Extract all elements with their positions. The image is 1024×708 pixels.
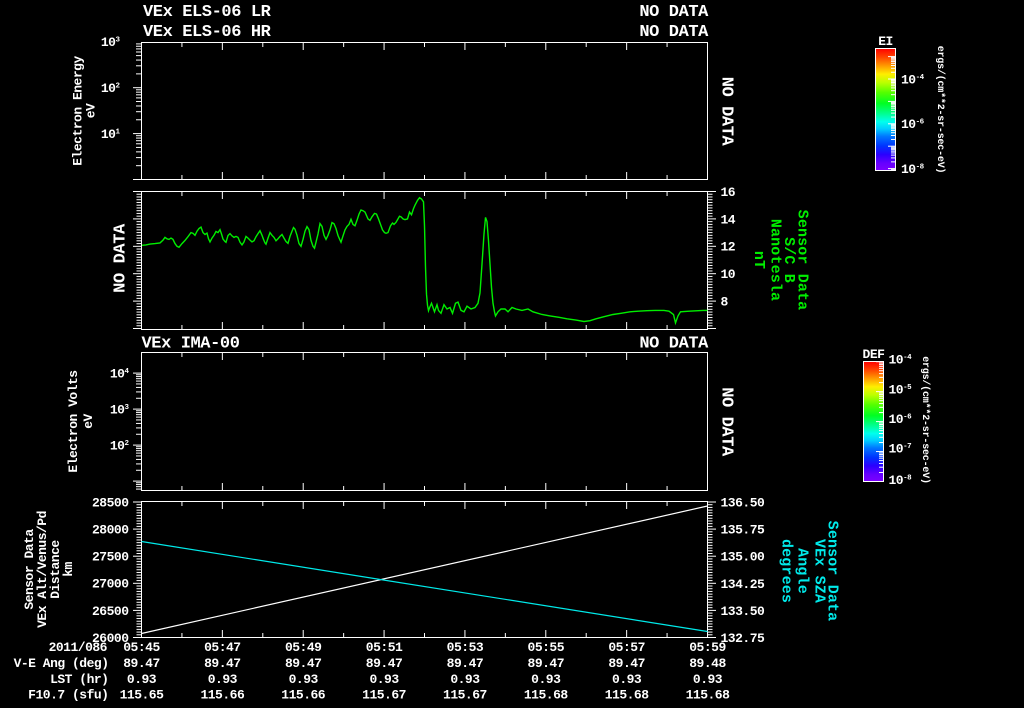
svg-text:NO DATA: NO DATA [639,3,709,22]
svg-text:89.47: 89.47 [123,656,160,671]
svg-text:12: 12 [721,240,736,255]
svg-text:Distance: Distance [48,540,63,599]
svg-text:NO DATA: NO DATA [717,77,736,147]
svg-text:V-E Ang (deg): V-E Ang (deg) [14,656,109,671]
svg-text:0.93: 0.93 [208,672,238,687]
svg-text:VEx ELS-06 HR: VEx ELS-06 HR [143,23,272,42]
svg-text:DEF: DEF [863,347,886,362]
svg-text:F10.7 (sfu): F10.7 (sfu) [28,688,108,703]
svg-text:nT: nT [750,251,767,269]
svg-text:115.68: 115.68 [605,688,650,703]
svg-text:0.93: 0.93 [127,672,157,687]
svg-text:135.00: 135.00 [721,550,766,565]
svg-text:10: 10 [721,267,736,282]
svg-text:05:55: 05:55 [528,640,565,655]
svg-text:NO DATA: NO DATA [639,335,709,354]
svg-text:0.93: 0.93 [693,672,723,687]
svg-text:89.48: 89.48 [689,656,726,671]
svg-text:27000: 27000 [92,577,129,592]
svg-text:8: 8 [721,295,729,310]
svg-text:115.67: 115.67 [362,688,406,703]
svg-text:0.93: 0.93 [450,672,480,687]
svg-text:Angle: Angle [794,548,811,594]
svg-text:Electron Energy: Electron Energy [71,56,86,166]
svg-text:0.93: 0.93 [612,672,642,687]
svg-text:89.47: 89.47 [285,656,322,671]
svg-text:LST (hr): LST (hr) [50,672,108,687]
svg-text:115.68: 115.68 [524,688,569,703]
svg-text:NO DATA: NO DATA [112,223,131,293]
svg-text:Sensor Data: Sensor Data [824,521,841,622]
svg-text:VEx IMA-00: VEx IMA-00 [142,335,240,354]
svg-text:VEx ELS-06 LR: VEx ELS-06 LR [143,3,272,22]
svg-text:ergs/(cm**2-sr-sec-eV): ergs/(cm**2-sr-sec-eV) [934,46,946,174]
svg-text:05:57: 05:57 [608,640,645,655]
svg-text:05:45: 05:45 [123,640,160,655]
svg-text:NO DATA: NO DATA [639,23,709,42]
svg-text:115.68: 115.68 [686,688,731,703]
svg-text:Sensor Data: Sensor Data [22,529,37,610]
svg-text:S/C B: S/C B [780,237,797,283]
svg-text:16: 16 [721,185,736,200]
svg-text:134.25: 134.25 [721,577,766,592]
svg-text:28000: 28000 [92,523,129,538]
svg-text:26500: 26500 [92,604,129,619]
svg-text:degrees: degrees [778,539,795,603]
svg-text:eV: eV [84,103,99,118]
svg-text:115.65: 115.65 [120,688,165,703]
svg-text:05:53: 05:53 [447,640,484,655]
svg-text:NO DATA: NO DATA [717,387,736,457]
svg-text:Sensor Data: Sensor Data [794,210,811,311]
svg-text:Electron Volts: Electron Volts [66,370,81,473]
svg-text:115.66: 115.66 [281,688,326,703]
svg-text:km: km [61,562,76,577]
svg-text:89.47: 89.47 [204,656,241,671]
svg-text:28500: 28500 [92,495,129,510]
svg-text:14: 14 [721,212,736,227]
svg-text:133.50: 133.50 [721,604,766,619]
svg-text:ergs/(cm**2-sr-sec-eV): ergs/(cm**2-sr-sec-eV) [919,356,931,484]
svg-text:2011/086: 2011/086 [49,640,108,655]
svg-text:115.67: 115.67 [443,688,487,703]
svg-text:89.47: 89.47 [366,656,403,671]
svg-text:89.47: 89.47 [447,656,484,671]
svg-text:VEx SZA: VEx SZA [811,539,828,603]
svg-text:89.47: 89.47 [528,656,565,671]
svg-text:05:59: 05:59 [689,640,726,655]
svg-text:26000: 26000 [92,631,129,646]
svg-text:89.47: 89.47 [608,656,645,671]
svg-text:27500: 27500 [92,550,129,565]
svg-text:0.93: 0.93 [289,672,319,687]
svg-text:EI: EI [878,34,893,49]
svg-text:05:49: 05:49 [285,640,322,655]
svg-text:05:47: 05:47 [204,640,241,655]
svg-text:132.75: 132.75 [721,631,766,646]
svg-text:05:51: 05:51 [366,640,403,655]
svg-text:136.50: 136.50 [721,495,766,510]
svg-text:0.93: 0.93 [369,672,399,687]
svg-text:115.66: 115.66 [200,688,245,703]
svg-text:VEx Alt/Venus/Pd: VEx Alt/Venus/Pd [35,511,50,628]
svg-text:Nanotesla: Nanotesla [767,219,784,301]
svg-text:0.93: 0.93 [531,672,561,687]
svg-text:eV: eV [81,414,96,429]
svg-text:135.75: 135.75 [721,523,766,538]
